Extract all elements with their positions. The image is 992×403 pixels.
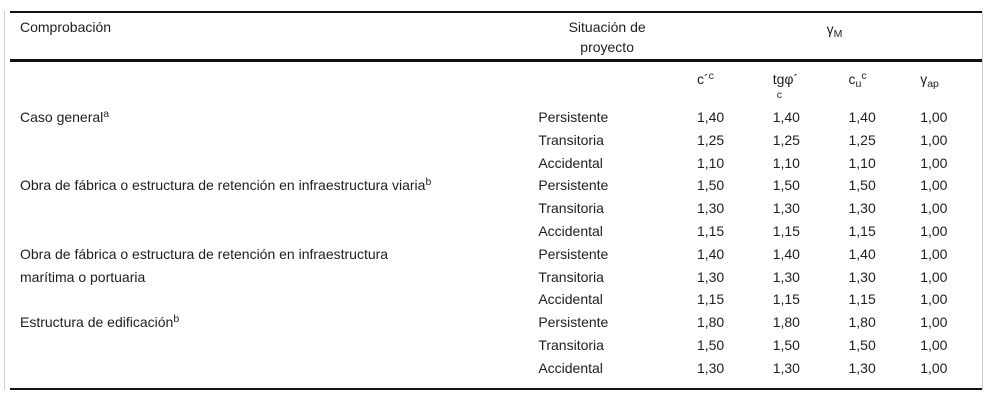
col-header-comprobacion: Comprobación — [10, 12, 528, 62]
value-cell: 1,25 — [696, 131, 725, 148]
footnote-marker: b — [425, 176, 432, 189]
situation-cell: Transitoria — [538, 336, 604, 353]
partial-factors-table: Comprobación Situación de proyecto γM c´… — [10, 11, 982, 390]
value-cell: 1,15 — [696, 291, 725, 308]
data-row: Caso generala Persistente 1,40 1,40 1,40… — [10, 106, 982, 129]
value-cell: 1,80 — [772, 314, 800, 331]
footnote-marker: a — [103, 108, 110, 120]
data-row: Transitoria 1,30 1,30 1,30 1,00 — [10, 266, 982, 289]
value-cell: 1,15 — [772, 291, 800, 308]
group-label-caso-general: Caso generala — [20, 108, 110, 125]
value-cell: 1,50 — [848, 336, 876, 353]
col-header-gamma-m: γM — [686, 12, 982, 62]
situacion-line1: Situación de — [568, 19, 646, 35]
value-cell: 1,50 — [696, 336, 725, 353]
situation-cell: Accidental — [538, 222, 603, 239]
header-row-symbols: c´c tgφ´ c cuc γap — [10, 60, 982, 106]
data-row: Accidental 1,10 1,10 1,10 1,00 — [10, 152, 982, 175]
symbol-tg-phi-subscript: c — [776, 88, 782, 101]
value-cell: 1,30 — [696, 359, 725, 376]
data-row: Accidental 1,15 1,15 1,15 1,00 — [10, 288, 982, 311]
value-cell: 1,00 — [920, 359, 948, 376]
data-row: Obra de fábrica o estructura de retenció… — [10, 243, 982, 285]
situation-cell: Persistente — [538, 245, 609, 262]
group-label-infraestructura-maritima: Obra de fábrica o estructura de retenció… — [20, 245, 389, 285]
value-cell: 1,15 — [848, 222, 876, 239]
gamma-m-symbol: γ — [826, 21, 834, 37]
value-cell: 1,00 — [920, 131, 948, 148]
situation-cell: Persistente — [538, 109, 609, 125]
symbol-gamma-ap: γap — [920, 70, 939, 90]
value-cell: 1,00 — [920, 336, 948, 353]
value-cell: 1,30 — [772, 359, 800, 376]
header-row-main: Comprobación Situación de proyecto γM — [10, 12, 982, 62]
value-cell: 1,00 — [920, 268, 948, 285]
value-cell: 1,30 — [696, 268, 725, 285]
value-cell: 1,25 — [772, 131, 800, 148]
gamma-m-subscript: M — [833, 28, 843, 40]
value-cell: 1,50 — [696, 177, 725, 194]
value-cell: 1,30 — [848, 268, 876, 285]
situation-cell: Transitoria — [538, 200, 604, 217]
value-cell: 1,10 — [772, 154, 800, 171]
value-cell: 1,40 — [772, 109, 800, 125]
value-cell: 1,40 — [848, 109, 876, 125]
value-cell: 1,50 — [772, 336, 800, 353]
value-cell: 1,00 — [920, 177, 948, 194]
table-frame: Comprobación Situación de proyecto γM c´… — [4, 11, 983, 390]
situation-cell: Persistente — [538, 314, 609, 331]
group-label-estructura-edificacion: Estructura de edificaciónb — [20, 313, 180, 331]
situation-cell: Transitoria — [538, 268, 604, 285]
table-header: Comprobación Situación de proyecto γM c´… — [10, 12, 982, 106]
col-header-situacion: Situación de proyecto — [527, 12, 687, 62]
value-cell: 1,30 — [772, 200, 800, 217]
data-row: Accidental 1,30 1,30 1,30 1,00 — [10, 357, 982, 389]
value-cell: 1,30 — [696, 200, 725, 217]
value-cell: 1,30 — [772, 268, 800, 285]
value-cell: 1,00 — [920, 245, 948, 262]
value-cell: 1,00 — [920, 109, 948, 125]
value-cell: 1,40 — [772, 245, 800, 262]
data-row: Transitoria 1,25 1,25 1,25 1,00 — [10, 129, 982, 152]
data-row: Obra de fábrica o estructura de retenció… — [10, 174, 982, 197]
symbol-tg-phi: tgφ´ c — [763, 60, 839, 106]
footnote-marker: b — [173, 313, 180, 326]
value-cell: 1,00 — [920, 222, 948, 239]
value-cell: 1,15 — [696, 222, 725, 239]
data-row: Transitoria 1,30 1,30 1,30 1,00 — [10, 197, 982, 220]
group-label-infraestructura-viaria: Obra de fábrica o estructura de retenció… — [20, 176, 432, 194]
value-cell: 1,00 — [920, 314, 948, 331]
situacion-line2: proyecto — [580, 38, 634, 55]
data-row: Estructura de edificaciónb Persistente 1… — [10, 311, 982, 334]
data-row: Transitoria 1,50 1,50 1,50 1,00 — [10, 334, 982, 357]
data-row: Accidental 1,15 1,15 1,15 1,00 — [10, 220, 982, 243]
situation-cell: Accidental — [538, 291, 603, 308]
value-cell: 1,15 — [848, 291, 876, 308]
situation-cell: Transitoria — [538, 131, 604, 148]
value-cell: 1,10 — [848, 154, 876, 171]
value-cell: 1,40 — [848, 245, 876, 262]
value-cell: 1,00 — [920, 154, 948, 171]
value-cell: 1,80 — [848, 314, 876, 331]
value-cell: 1,30 — [848, 359, 876, 376]
situation-cell: Accidental — [538, 359, 603, 376]
value-cell: 1,50 — [772, 177, 800, 194]
value-cell: 1,80 — [696, 314, 725, 331]
value-cell: 1,00 — [920, 200, 948, 217]
value-cell: 1,10 — [696, 154, 725, 171]
value-cell: 1,30 — [848, 200, 876, 217]
symbol-c-prime: c´c — [696, 69, 714, 87]
table-body: Caso generala Persistente 1,40 1,40 1,40… — [10, 106, 982, 389]
empty-header-cell — [10, 60, 527, 106]
symbol-cu: cuc — [848, 69, 867, 90]
empty-header-cell — [527, 60, 687, 106]
value-cell: 1,25 — [848, 131, 876, 148]
value-cell: 1,15 — [772, 222, 800, 239]
situation-cell: Persistente — [538, 177, 609, 194]
value-cell: 1,00 — [920, 291, 948, 308]
value-cell: 1,50 — [848, 177, 876, 194]
situation-cell: Accidental — [538, 154, 603, 171]
value-cell: 1,40 — [696, 245, 725, 262]
value-cell: 1,40 — [696, 109, 725, 125]
